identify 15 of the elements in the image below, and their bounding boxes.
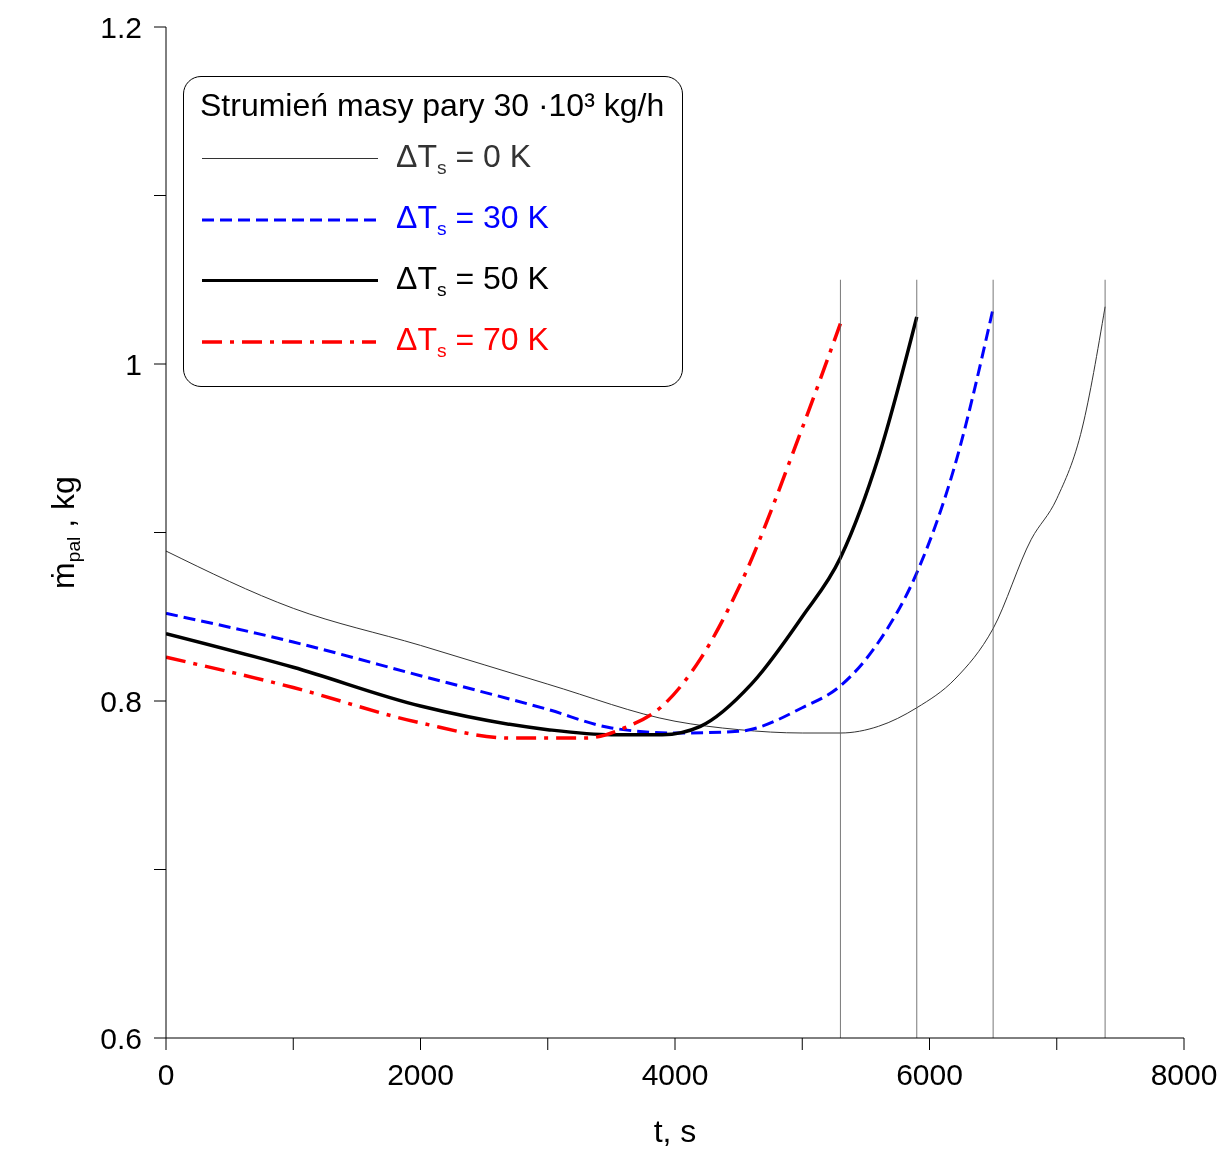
x-tick-label: 2000 [387, 1058, 454, 1092]
text: ΔT$_{s}$ = 70 K [396, 320, 549, 362]
legend-title: Strumień masy pary 30 ·10³ kg/h [200, 87, 665, 123]
y-tick-label: 0.6 [100, 1021, 142, 1055]
x-tick-label: 6000 [896, 1058, 963, 1092]
y-tick-label: 1.2 [100, 10, 142, 44]
x-tick-label: 4000 [641, 1058, 709, 1092]
x-tick-label: 0 [157, 1058, 175, 1092]
y-tick-label: 1 [125, 347, 142, 381]
x-axis-title: t, s [653, 1113, 697, 1149]
text: ΔT$_{s}$ = 0 K [396, 137, 532, 179]
text: ΔT$_{s}$ = 50 K [396, 259, 549, 301]
x-tick-label: 8000 [1150, 1058, 1218, 1092]
y-tick-label: 0.8 [100, 684, 142, 718]
text: ΔT$_{s}$ = 30 K [396, 198, 549, 240]
